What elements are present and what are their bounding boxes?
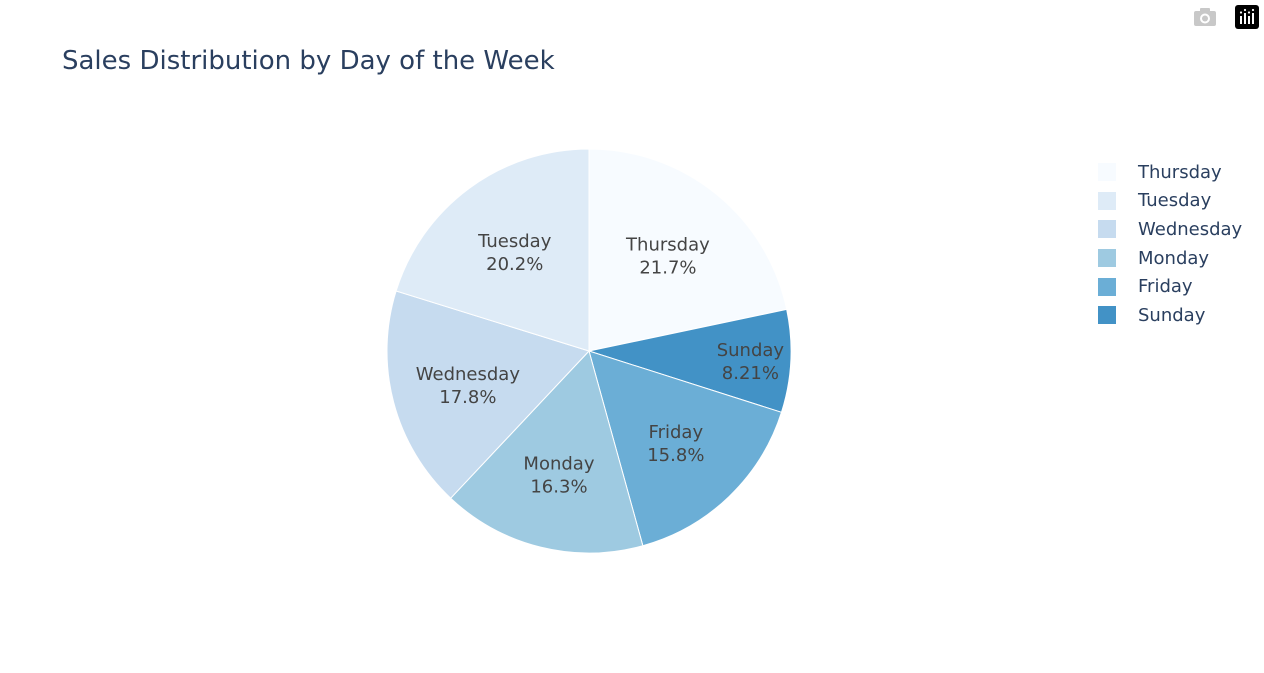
- legend-label: Wednesday: [1138, 218, 1243, 240]
- slice-percent-label: 15.8%: [647, 445, 704, 466]
- slice-percent-label: 20.2%: [486, 254, 543, 275]
- camera-icon: [1194, 8, 1216, 26]
- pie-slice-wednesday[interactable]: [386, 290, 590, 499]
- legend-item-sunday[interactable]: Sunday: [1098, 301, 1242, 330]
- slice-category-label: Sunday: [717, 340, 785, 361]
- legend-swatch: [1098, 249, 1116, 268]
- legend-item-wednesday[interactable]: Wednesday: [1098, 215, 1242, 244]
- legend-swatch: [1098, 306, 1116, 325]
- legend-item-thursday[interactable]: Thursday: [1098, 158, 1242, 187]
- slice-percent-label: 16.3%: [530, 477, 587, 498]
- slice-label-friday: Friday 15.8%: [647, 422, 704, 466]
- legend-item-tuesday[interactable]: Tuesday: [1098, 187, 1242, 216]
- slice-label-tuesday: Tuesday 20.2%: [477, 231, 552, 275]
- pie-slice-sunday[interactable]: [587, 308, 792, 413]
- legend-swatch: [1098, 191, 1116, 210]
- plotly-logo-icon: [1235, 5, 1259, 29]
- slice-category-label: Thursday: [625, 235, 710, 256]
- pie-slice-thursday[interactable]: [588, 148, 788, 352]
- legend-label: Tuesday: [1138, 190, 1212, 212]
- legend-item-monday[interactable]: Monday: [1098, 244, 1242, 273]
- legend: Thursday Tuesday Wednesday Monday Friday…: [1098, 158, 1242, 330]
- legend-label: Friday: [1138, 276, 1193, 298]
- slice-category-label: Friday: [649, 422, 704, 443]
- slice-label-wednesday: Wednesday 17.8%: [416, 364, 521, 408]
- legend-label: Thursday: [1138, 161, 1222, 183]
- modebar: [1192, 4, 1260, 30]
- slice-percent-label: 21.7%: [639, 258, 696, 279]
- legend-swatch: [1098, 277, 1116, 296]
- legend-item-friday[interactable]: Friday: [1098, 272, 1242, 301]
- slice-label-sunday: Sunday 8.21%: [717, 340, 785, 384]
- pie-slice-monday[interactable]: [449, 350, 644, 554]
- slice-category-label: Monday: [523, 454, 594, 475]
- legend-label: Monday: [1138, 247, 1210, 269]
- slice-percent-label: 17.8%: [439, 387, 496, 408]
- legend-label: Sunday: [1138, 304, 1206, 326]
- slice-label-thursday: Thursday 21.7%: [625, 235, 710, 279]
- plotly-logo-button[interactable]: [1234, 4, 1260, 30]
- pie-slice-tuesday[interactable]: [395, 148, 590, 352]
- slice-category-label: Tuesday: [477, 231, 552, 252]
- slice-category-label: Wednesday: [416, 364, 521, 385]
- slice-label-monday: Monday 16.3%: [523, 454, 594, 498]
- legend-swatch: [1098, 163, 1116, 182]
- slice-percent-label: 8.21%: [722, 363, 779, 384]
- download-png-button[interactable]: [1192, 4, 1218, 30]
- legend-swatch: [1098, 220, 1116, 239]
- pie-slice-friday[interactable]: [588, 350, 783, 547]
- chart-title: Sales Distribution by Day of the Week: [62, 46, 555, 76]
